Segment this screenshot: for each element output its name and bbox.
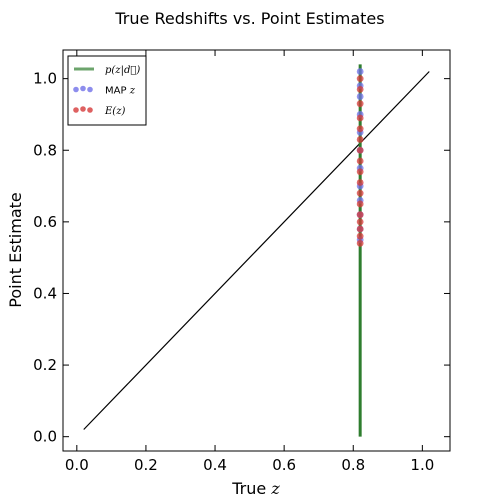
expectation-point [356,157,364,165]
expectation-point [356,218,364,226]
expectation-point [356,114,364,122]
expectation-point [356,225,364,233]
x-axis-label-math: z [270,479,280,498]
legend-swatch-dot [73,107,79,113]
legend-swatch-dot [87,86,93,93]
legend-label-math: E(z) [104,106,125,117]
x-axis-label: True z [231,479,280,498]
expectation-point [356,136,364,143]
y-tick-label: 0.4 [33,284,57,302]
y-tick-label: 0.6 [33,213,57,231]
x-tick-label: 0.6 [272,456,296,474]
expectation-point [356,179,364,186]
y-tick-label: 0.0 [33,428,57,446]
y-tick-label: 0.8 [33,141,57,159]
expectation-point [356,239,364,247]
legend-swatch-dot [80,85,86,92]
expectation-point [356,146,364,154]
x-axis-label-text: True [231,479,266,498]
legend-swatch-dot [87,107,93,113]
map-point [356,93,364,100]
expectation-point [356,168,364,176]
expectation-point [356,85,364,93]
expectation-point [356,125,364,133]
legend-swatch-dot [80,106,86,112]
expectation-point [356,75,364,83]
expectation-point [356,189,364,197]
legend-label: E(z) [104,106,125,117]
legend: p(z|d⃗) MAP z E(z) [67,55,147,126]
x-tick-label: 0.2 [134,456,158,474]
expectation-point [356,211,364,219]
expectation-point [356,100,364,108]
x-tick-label: 0.0 [65,456,89,474]
x-tick-label: 0.4 [203,456,227,474]
legend-label-text: MAP [105,86,130,97]
legend-swatch-dot [73,86,79,93]
axes-frame [62,49,451,452]
reference-line [83,71,430,430]
expectation-point [356,200,364,208]
y-tick-label: 1.0 [33,70,57,88]
x-tick-label: 0.8 [341,456,365,474]
y-axis-label: Point Estimate [6,192,25,307]
expectation-point [356,232,364,240]
map-point [356,68,364,75]
y-tick-label: 0.2 [33,356,57,374]
chart-title: True Redshifts vs. Point Estimates [114,9,384,28]
legend-label: p(z|d⃗) [105,65,140,76]
legend-label: MAP z [105,86,136,97]
legend-label-math: z [129,86,136,97]
plot-area: 0.0 0.2 0.4 0.6 0.8 1.0 0.0 0.2 0.4 0.6 0.8 1.0 [33,49,451,474]
legend-label-math: p(z|d⃗) [105,65,140,76]
x-tick-label: 1.0 [410,456,434,474]
